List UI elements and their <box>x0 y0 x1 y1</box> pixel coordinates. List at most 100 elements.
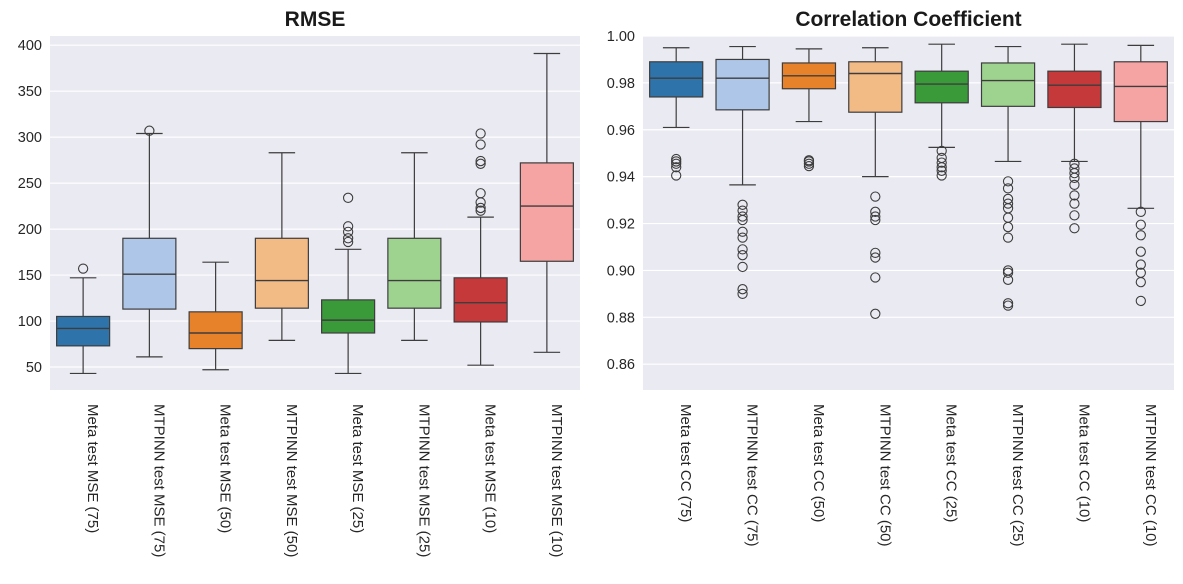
outlier-point <box>1069 210 1080 221</box>
x-tick-label: MTPINN test MSE (25) <box>415 404 432 557</box>
box-8 <box>1113 44 1168 307</box>
x-tick-label: MTPINN test CC (10) <box>1142 404 1159 547</box>
box-3 <box>781 48 837 172</box>
y-tick-label: 0.92 <box>607 217 635 233</box>
outlier-point <box>803 160 815 172</box>
x-tick-label: Meta test MSE (75) <box>84 404 101 533</box>
outlier-point <box>1069 163 1080 174</box>
outlier-point <box>936 145 947 157</box>
iqr-box <box>848 61 903 113</box>
outlier-point <box>342 236 354 248</box>
outlier-point <box>1069 198 1080 209</box>
outlier-point <box>1135 267 1146 278</box>
outlier-point <box>737 261 748 273</box>
outlier-point <box>342 233 354 244</box>
outlier-point <box>737 211 748 222</box>
box-4 <box>254 152 309 341</box>
y-tick-label: 0.96 <box>607 123 635 139</box>
outlier-point <box>475 205 486 216</box>
outlier-point <box>1135 246 1146 257</box>
box-6 <box>980 45 1036 311</box>
y-tick-label: 50 <box>26 360 42 376</box>
outlier-point <box>936 157 947 168</box>
outlier-point <box>671 162 682 173</box>
y-tick-label: 0.98 <box>607 76 635 92</box>
outlier-point <box>671 170 682 181</box>
outlier-point <box>475 202 486 214</box>
y-tick-label: 0.94 <box>607 170 635 186</box>
x-tick-label: Meta test CC (10) <box>1075 404 1092 522</box>
iqr-box <box>519 162 574 262</box>
outlier-point <box>803 155 815 166</box>
iqr-box <box>980 62 1036 107</box>
y-tick-label: 0.86 <box>607 357 635 373</box>
outlier-point <box>1069 179 1080 191</box>
outlier-point <box>1002 183 1014 194</box>
box-1 <box>56 263 111 375</box>
outlier-point <box>475 155 486 167</box>
rmse-panel: 50 100 150 200 250 300 350 400 RMSE Meta test MSE… <box>18 8 580 557</box>
outlier-point <box>475 139 486 150</box>
x-tick-label: MTPINN test MSE (10) <box>548 404 565 557</box>
outlier-point <box>870 191 881 202</box>
box-2 <box>715 45 770 300</box>
iqr-box <box>715 58 770 111</box>
iqr-box <box>649 61 704 98</box>
x-tick-label: MTPINN test CC (75) <box>744 404 761 547</box>
iqr-box <box>188 311 243 350</box>
outlier-point <box>737 226 748 237</box>
x-tick-label: Meta test CC (25) <box>943 404 960 522</box>
outlier-point <box>1069 223 1080 234</box>
outlier-point <box>1002 193 1014 205</box>
x-tick-label: Meta test MSE (25) <box>349 404 366 533</box>
y-tick-label: 0.90 <box>607 263 635 279</box>
outlier-point <box>870 214 881 226</box>
box-2 <box>122 125 177 358</box>
outlier-point <box>1002 176 1014 187</box>
x-tick-label: Meta test MSE (50) <box>217 404 234 533</box>
outlier-point <box>870 206 881 217</box>
x-tick-label: MTPINN test MSE (75) <box>150 404 167 557</box>
outlier-point <box>1135 259 1146 270</box>
outlier-point <box>737 284 748 295</box>
outlier-point <box>1002 232 1014 243</box>
x-tick-label: Meta test CC (50) <box>810 404 827 522</box>
x-tick-label: MTPINN test CC (50) <box>876 404 893 547</box>
box-5 <box>321 192 376 375</box>
outlier-point <box>475 188 486 199</box>
box-1 <box>649 47 704 181</box>
outlier-point <box>737 199 748 210</box>
outlier-point <box>342 192 354 203</box>
chart-title: Correlation Coefficient <box>795 8 1021 31</box>
iqr-box <box>1047 70 1102 109</box>
iqr-box <box>914 70 969 104</box>
outlier-point <box>1069 158 1080 169</box>
x-tick-label: MTPINN test MSE (50) <box>283 404 300 557</box>
outlier-point <box>77 263 89 274</box>
outlier-point <box>342 221 354 232</box>
outlier-point <box>1002 300 1014 311</box>
outlier-point <box>737 244 748 255</box>
box-8 <box>519 52 574 353</box>
outlier-point <box>671 153 682 165</box>
y-tick-label: 1.00 <box>607 29 635 45</box>
outlier-point <box>342 226 354 237</box>
outlier-point <box>737 250 748 261</box>
outlier-point <box>803 158 815 169</box>
y-tick-label: 250 <box>18 176 42 192</box>
outlier-point <box>1002 298 1014 309</box>
outlier-point <box>870 308 881 319</box>
plot-area <box>50 36 580 390</box>
outlier-point <box>870 272 881 283</box>
x-tick-label: Meta test MSE (10) <box>482 404 499 533</box>
outlier-point <box>1135 230 1146 241</box>
outlier-point <box>870 247 881 259</box>
box-5 <box>914 43 969 181</box>
y-tick-label: 100 <box>18 314 42 330</box>
outlier-point <box>870 211 881 222</box>
y-tick-label: 150 <box>18 268 42 284</box>
outlier-point <box>737 205 748 216</box>
outlier-point <box>475 158 486 169</box>
y-tick-label: 300 <box>18 130 42 146</box>
